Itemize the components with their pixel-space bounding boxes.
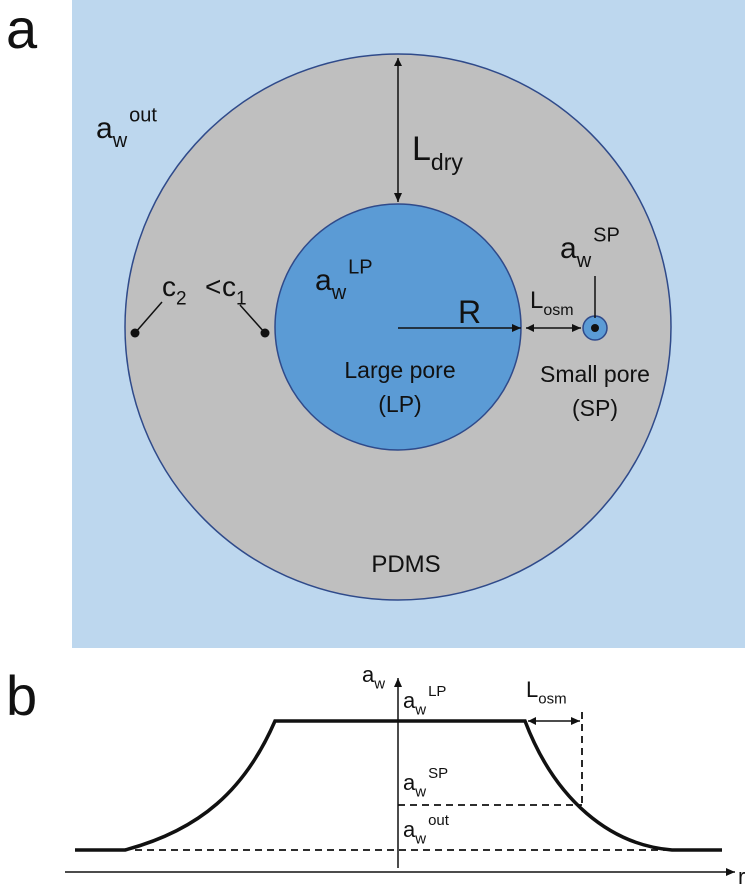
material-label: PDMS <box>371 551 440 578</box>
large-pore-activity-sup: LP <box>348 257 372 279</box>
c2-label: c2 <box>162 271 187 309</box>
small-pore-activity: awSP <box>560 225 620 273</box>
out-level-label-base: a <box>403 817 416 842</box>
lp-level-label-sub: w <box>414 702 426 719</box>
activity-profile <box>75 719 722 852</box>
l-osm-label-base: L <box>526 677 538 702</box>
c1-label-sub: 1 <box>236 288 247 309</box>
lp-level-label-base: a <box>403 688 416 713</box>
x-axis-label: r <box>738 864 745 888</box>
l-osm-label-base: L <box>530 287 543 314</box>
small-pore-text: (SP) <box>572 395 618 421</box>
y-axis-label: aw <box>362 662 385 693</box>
y-axis-label-sub: w <box>373 676 385 693</box>
radius-label: R <box>458 294 481 330</box>
large-pore-activity: awLP <box>315 257 373 305</box>
large-pore-activity-sub: w <box>331 282 347 304</box>
l-dry-label: Ldry <box>412 130 463 175</box>
panel-label: b <box>6 664 37 727</box>
outside-activity: awout <box>96 105 157 153</box>
large-pore-text: (LP) <box>378 391 421 417</box>
lp-level-label: awLP <box>403 683 446 719</box>
l-dry-label-base: L <box>412 130 431 168</box>
out-level-label-sup: out <box>428 812 450 829</box>
c1-label: c1 <box>222 271 247 309</box>
lp-level-label-sup: LP <box>428 683 446 700</box>
outside-activity-sup: out <box>129 105 157 127</box>
outside-activity-base: a <box>96 112 113 145</box>
sp-level-label-sub: w <box>414 784 426 801</box>
c-op: < <box>205 271 221 302</box>
small-pore-dot <box>591 324 599 332</box>
small-pore-text: Small pore <box>540 361 650 387</box>
l-osm-label-sub: osm <box>538 691 566 708</box>
sp-level-label: awSP <box>403 765 448 801</box>
out-level-label: awout <box>403 812 450 848</box>
sp-level-label-base: a <box>403 770 416 795</box>
l-osm-label: Losm <box>526 677 567 708</box>
large-pore-activity-base: a <box>315 264 332 297</box>
c2-label-sub: 2 <box>176 288 187 309</box>
sp-level-label-sup: SP <box>428 765 448 782</box>
large-pore <box>274 203 522 451</box>
c2-label-base: c <box>162 271 176 302</box>
l-dry-label-sub: dry <box>431 149 463 175</box>
small-pore-activity-sup: SP <box>593 225 620 247</box>
pointer-line <box>134 301 163 334</box>
pointer-line <box>239 304 266 334</box>
l-osm-label-sub: osm <box>543 302 573 319</box>
small-pore-activity-base: a <box>560 232 577 265</box>
y-axis-label-base: a <box>362 662 375 687</box>
l-osm-label: Losm <box>530 287 574 319</box>
large-pore-text: Large pore <box>344 357 455 383</box>
small-pore-activity-sub: w <box>576 250 592 272</box>
out-level-label-sub: w <box>414 831 426 848</box>
c1-label-base: c <box>222 271 236 302</box>
panel-label: a <box>6 0 38 60</box>
outside-activity-sub: w <box>112 130 128 152</box>
